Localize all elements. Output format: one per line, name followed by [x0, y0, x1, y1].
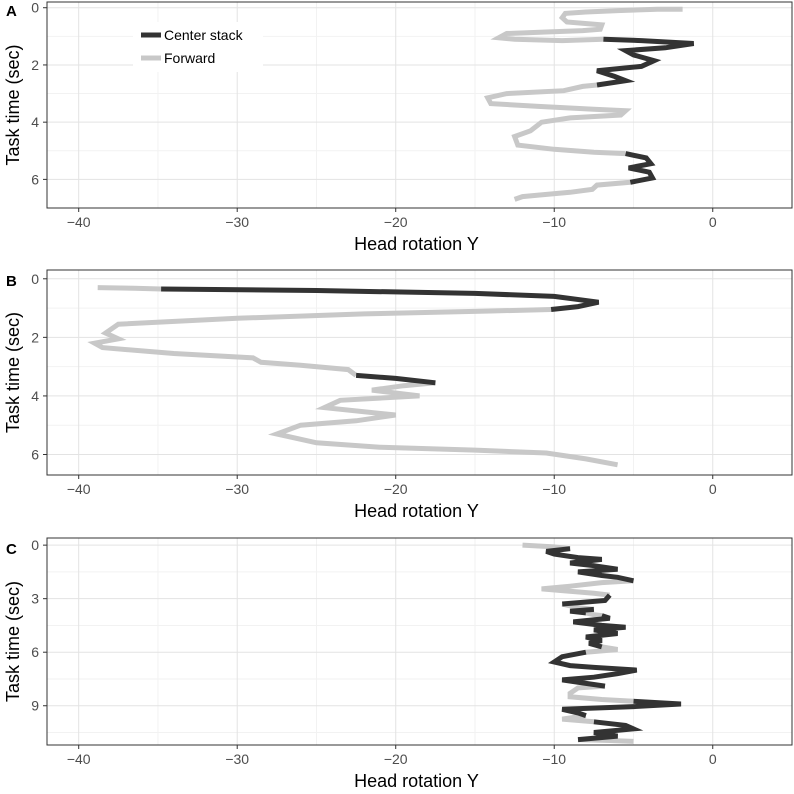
- panel-tag: C: [6, 541, 17, 558]
- y-tick-label: 0: [31, 271, 39, 287]
- y-tick-label: 0: [31, 0, 39, 16]
- series-line-segment: [541, 578, 634, 598]
- panel-c: −40 −30 −20 −10 0 0 3 6 9 C Head rotation Y Task ti…: [3, 537, 793, 791]
- series-line-segment: [567, 683, 634, 704]
- series-line-segment: [569, 606, 595, 616]
- series-line-segment: [161, 286, 600, 312]
- series-center-stack: [161, 286, 600, 386]
- y-tick-label: 4: [31, 388, 39, 404]
- x-tick-label: −10: [542, 481, 566, 497]
- y-tick-label: 4: [31, 114, 39, 130]
- x-tick-label: −10: [542, 214, 566, 230]
- y-axis-title: Task time (sec): [3, 44, 23, 165]
- series-line-segment: [572, 613, 626, 650]
- panel-border: [46, 1, 793, 209]
- y-tick-label: 0: [31, 537, 39, 553]
- x-tick-label: −30: [225, 751, 249, 767]
- y-tick-label: 6: [31, 171, 39, 187]
- series-line-segment: [585, 644, 619, 655]
- series-forward: [483, 6, 683, 202]
- panel-b: −40 −30 −20 −10 0 0 2 4 6 B Head rotation Y Task ti…: [3, 269, 793, 521]
- y-tick-label: 2: [31, 57, 39, 73]
- x-tick-label: −20: [384, 751, 408, 767]
- y-tick-label: 3: [31, 591, 39, 607]
- series-line-segment: [585, 610, 603, 619]
- series-line-segment: [547, 649, 638, 689]
- series-center-stack: [596, 36, 695, 185]
- series-line-segment: [267, 380, 619, 468]
- series-forward: [87, 285, 619, 468]
- y-tick-label: 9: [31, 698, 39, 714]
- legend-label: Center stack: [164, 27, 244, 43]
- y-axis-title: Task time (sec): [3, 312, 23, 433]
- x-axis-title: Head rotation Y: [354, 501, 479, 521]
- y-tick-label: 6: [31, 644, 39, 660]
- x-tick-label: −40: [67, 214, 91, 230]
- x-tick-label: −30: [225, 214, 249, 230]
- series-line-segment: [490, 6, 683, 44]
- x-tick-label: −20: [384, 481, 408, 497]
- x-tick-label: −40: [67, 481, 91, 497]
- series-line-segment: [561, 698, 682, 718]
- series-line-segment: [596, 36, 695, 88]
- y-axis-title: Task time (sec): [3, 581, 23, 702]
- x-tick-label: 0: [709, 214, 717, 230]
- series-line-segment: [355, 372, 436, 386]
- x-axis-title: Head rotation Y: [354, 234, 479, 254]
- panel-tag: B: [6, 273, 17, 290]
- x-tick-label: −40: [67, 751, 91, 767]
- x-tick-label: 0: [709, 751, 717, 767]
- x-tick-label: −10: [542, 751, 566, 767]
- series-center-stack: [545, 546, 682, 743]
- series-line-segment: [97, 285, 162, 292]
- series-line-segment: [513, 179, 631, 202]
- panel-tag: A: [6, 3, 17, 20]
- panel-border: [46, 537, 793, 746]
- y-tick-label: 6: [31, 447, 39, 463]
- series-line-segment: [577, 719, 644, 743]
- x-axis-title: Head rotation Y: [354, 771, 479, 791]
- series-line-segment: [561, 713, 595, 725]
- legend-label: Forward: [164, 50, 215, 66]
- series-line-segment: [87, 307, 552, 378]
- legend: Center stack Forward: [133, 22, 263, 72]
- panel-a: −40 −30 −20 −10 0 0 2 4 6 A Head rotation Y Task ti…: [3, 0, 793, 254]
- y-tick-label: 2: [31, 329, 39, 345]
- legend-background: [133, 22, 263, 72]
- series-line-segment: [483, 82, 632, 157]
- series-line-segment: [545, 546, 635, 584]
- series-line-segment: [561, 593, 612, 607]
- series-line-segment: [625, 151, 657, 185]
- x-tick-label: −30: [225, 481, 249, 497]
- x-tick-label: 0: [709, 481, 717, 497]
- panel-border: [46, 269, 793, 476]
- x-tick-label: −20: [384, 214, 408, 230]
